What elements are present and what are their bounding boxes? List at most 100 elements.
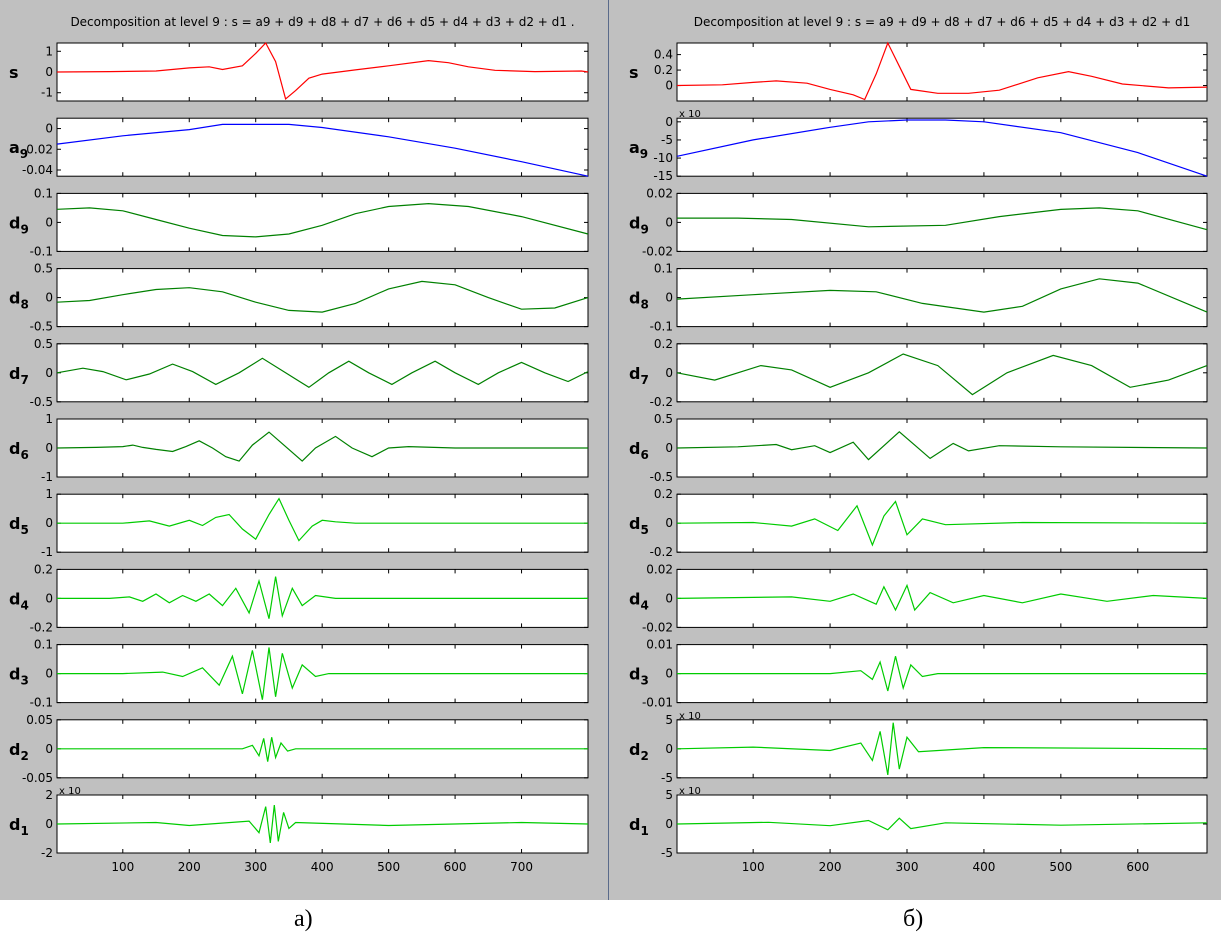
- series-label-subscript: 9: [20, 147, 28, 161]
- caption-b: б): [903, 906, 924, 932]
- y-tick-label: 0.05: [26, 713, 53, 727]
- y-tick-label: 0: [665, 79, 673, 93]
- subplot-axes: [676, 343, 1208, 403]
- x-tick-label: 400: [311, 860, 334, 874]
- x-tick-label: 300: [896, 860, 919, 874]
- subplot-d4: -0.2 0 0.2 d4: [9, 562, 589, 634]
- y-tick-label: 1: [45, 44, 53, 58]
- series-label-subscript: 9: [640, 222, 648, 236]
- series-line-d8: [56, 280, 589, 313]
- subplot-d1: -2 0 2 d1 x 10: [9, 786, 589, 860]
- series-label: d4: [629, 589, 649, 612]
- x-tick-label: 200: [819, 860, 842, 874]
- y-tick-label: -5: [661, 133, 673, 147]
- y-tick-label: 0: [45, 65, 53, 79]
- subplot-d7: -0.5 0 0.5 d7: [9, 337, 589, 409]
- subplot-d2: -5 0 5 d2 x 10: [629, 711, 1208, 785]
- series-line-d7: [56, 357, 589, 389]
- series-label-subscript: 5: [640, 523, 648, 537]
- y-tick-label: -0.5: [30, 395, 53, 409]
- series-label: d5: [9, 514, 29, 537]
- y-tick-label: 0: [665, 742, 673, 756]
- y-tick-label: -0.04: [22, 163, 53, 177]
- y-tick-label: -0.2: [650, 545, 673, 559]
- y-tick-label: 0: [665, 291, 673, 305]
- y-tick-label: -0.5: [30, 320, 53, 334]
- y-tick-label: 0.02: [646, 562, 673, 576]
- subplot-d8: -0.1 0 0.1 d8: [629, 262, 1208, 334]
- axis-exponent: x 10: [679, 786, 701, 797]
- y-tick-label: 5: [665, 788, 673, 802]
- caption-a: а): [294, 906, 313, 932]
- subplot-axes: [676, 192, 1208, 252]
- figure-a: Decomposition at level 9 : s = a9 + d9 +…: [0, 0, 608, 900]
- subplot-d5: -1 0 1 d5: [9, 487, 589, 559]
- x-tick-label: 100: [742, 860, 765, 874]
- chart-title: Decomposition at level 9 : s = a9 + d9 +…: [70, 15, 574, 29]
- y-tick-label: -0.1: [30, 696, 53, 710]
- decomposition-chart-b: Decomposition at level 9 : s = a9 + d9 +…: [629, 15, 1208, 874]
- series-label-subscript: 3: [640, 674, 648, 688]
- subplot-axes: [56, 794, 589, 854]
- y-tick-label: -5: [661, 771, 673, 785]
- y-tick-label: 0: [665, 667, 673, 681]
- y-tick-label: -1: [41, 86, 53, 100]
- series-line-d6: [676, 430, 1208, 461]
- series-label: s: [629, 63, 639, 82]
- y-tick-label: -0.1: [30, 244, 53, 258]
- series-line-d6: [56, 431, 588, 462]
- y-tick-label: 0: [665, 215, 673, 229]
- series-line-d2: [676, 722, 1208, 776]
- series-line-a9: [56, 123, 589, 177]
- series-label: d2: [629, 740, 649, 763]
- y-tick-label: 0: [665, 441, 673, 455]
- y-tick-label: 0.01: [646, 638, 673, 652]
- y-tick-label: 0: [665, 516, 673, 530]
- y-tick-label: 0: [45, 667, 53, 681]
- series-label-subscript: 3: [20, 674, 28, 688]
- series-line-d7: [676, 353, 1208, 396]
- subplot-s: 0 0.20.4 s: [629, 41, 1208, 102]
- subplot-axes: [56, 117, 589, 177]
- subplot-d2: -0.05 0 0.05 d2: [9, 713, 589, 785]
- decomposition-chart-a: Decomposition at level 9 : s = a9 + d9 +…: [9, 15, 589, 874]
- subplot-d9: -0.02 0 0.02 d9: [629, 186, 1208, 258]
- subplot-d8: -0.5 0 0.5 d8: [9, 262, 589, 334]
- series-label: d9: [629, 213, 649, 236]
- y-tick-label: -0.02: [642, 620, 673, 634]
- y-tick-label: -0.1: [650, 320, 673, 334]
- series-label: d8: [629, 289, 649, 312]
- subplot-axes: [676, 117, 1208, 177]
- y-tick-label: 0: [45, 441, 53, 455]
- series-line-a9: [676, 119, 1208, 177]
- series-line-s: [56, 41, 589, 100]
- subplot-a9: -15 -10 -5 0 a9 x 10: [629, 109, 1208, 183]
- series-line-d4: [676, 583, 1208, 612]
- y-tick-label: -1: [41, 545, 53, 559]
- series-line-d3: [57, 647, 588, 700]
- axis-exponent: x 10: [59, 786, 81, 797]
- y-tick-label: 0.1: [34, 638, 53, 652]
- series-line-d9: [677, 207, 1208, 231]
- y-tick-label: 5: [665, 713, 673, 727]
- y-tick-label: -10: [653, 151, 673, 165]
- y-tick-label: 0.1: [654, 262, 673, 276]
- series-line-d5: [676, 500, 1208, 547]
- y-tick-label: -2: [41, 846, 53, 860]
- y-tick-label: 0: [45, 366, 53, 380]
- y-tick-label: -15: [653, 169, 673, 183]
- subplot-axes: [56, 343, 589, 403]
- y-tick-label: 0: [45, 817, 53, 831]
- series-label-subscript: 8: [640, 298, 648, 312]
- series-label: d4: [9, 589, 29, 612]
- figure-b: Decomposition at level 9 : s = a9 + d9 +…: [609, 0, 1221, 900]
- y-tick-label: 1: [45, 487, 53, 501]
- y-tick-label: 0: [45, 215, 53, 229]
- series-label: d8: [9, 289, 29, 312]
- series-label: s: [9, 63, 19, 82]
- series-line-d9: [56, 202, 589, 238]
- series-line-d5: [57, 497, 588, 542]
- x-tick-label: 600: [1126, 860, 1149, 874]
- subplot-axes: [676, 268, 1208, 328]
- series-label-subscript: 9: [20, 222, 28, 236]
